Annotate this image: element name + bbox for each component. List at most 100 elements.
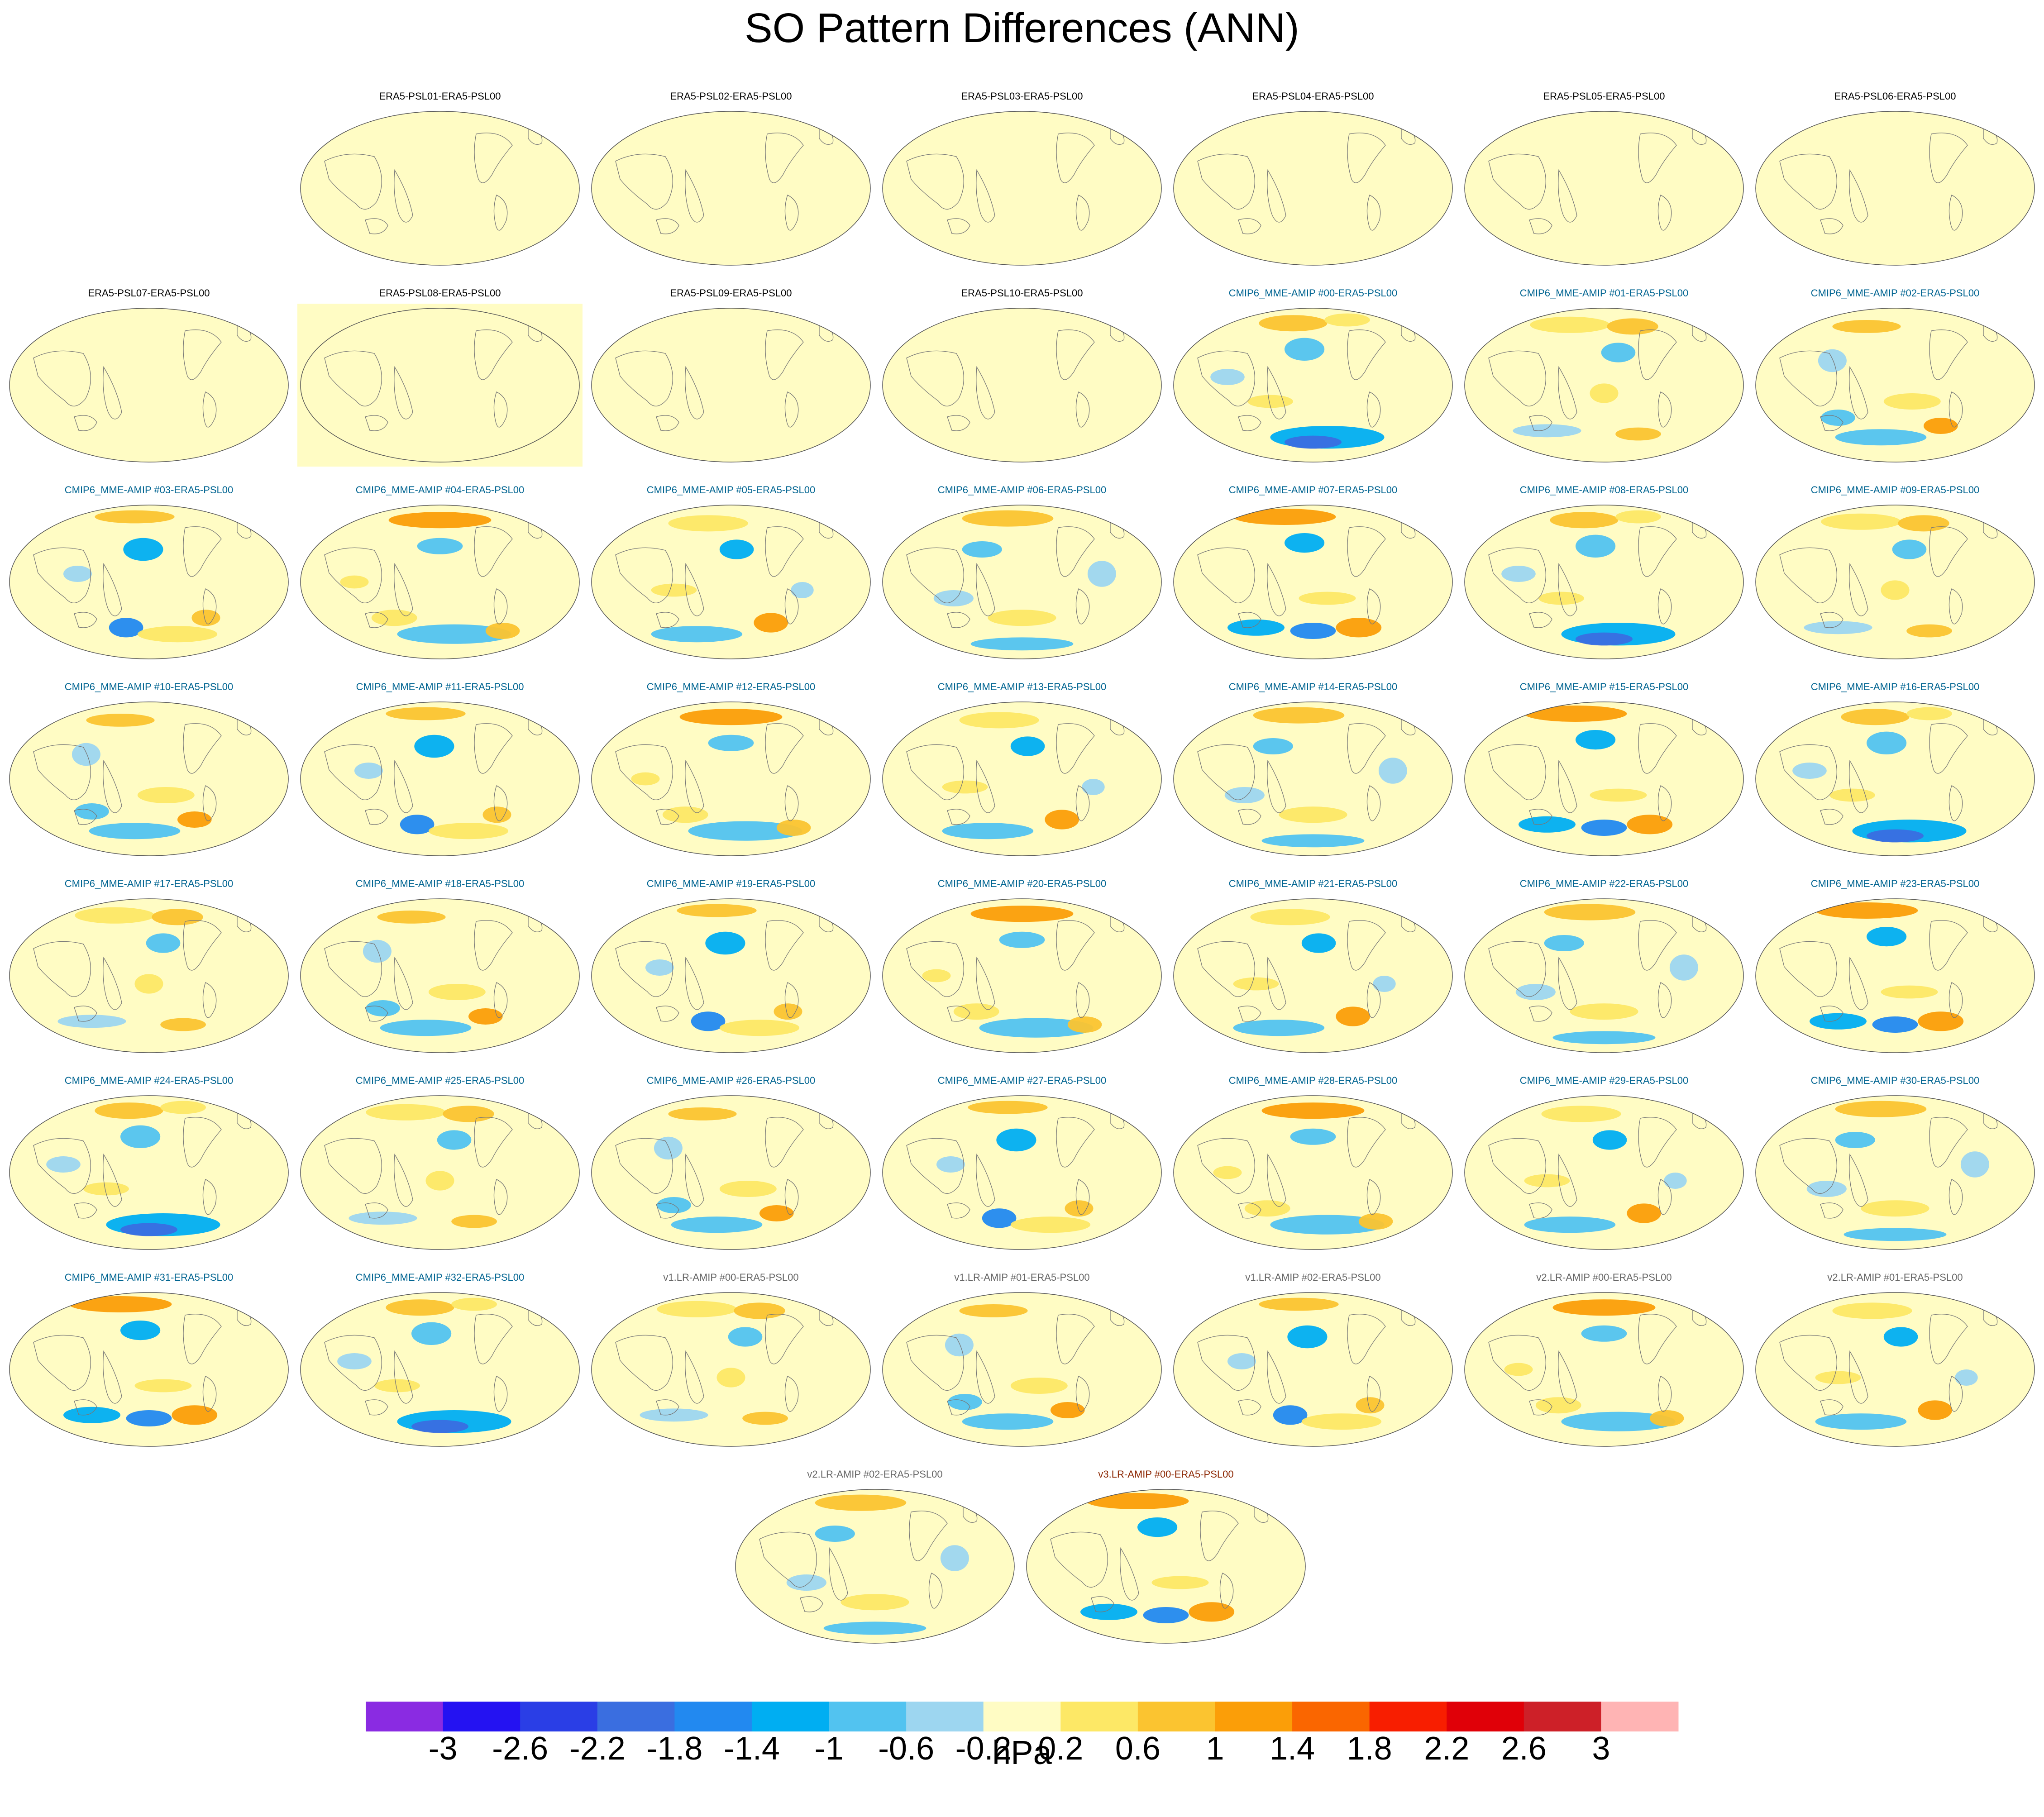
anomaly-contour (451, 1215, 497, 1228)
map-border (591, 1095, 871, 1250)
coastline (202, 982, 217, 1018)
panel-title: CMIP6_MME-AMIP #32-ERA5-PSL00 (355, 1272, 525, 1283)
map-plot (1173, 1095, 1453, 1250)
map-border (735, 1489, 1015, 1644)
coastline (1238, 415, 1261, 431)
colorbar-swatch (751, 1702, 830, 1731)
panel-title: CMIP6_MME-AMIP #03-ERA5-PSL00 (64, 484, 234, 496)
anomaly-contour (1867, 731, 1907, 754)
map-panel: ERA5-PSL04-ERA5-PSL00 (1170, 91, 1456, 272)
coastline (947, 1006, 970, 1022)
coastline (656, 1202, 679, 1219)
map-plot (882, 701, 1162, 856)
map-plot (591, 308, 871, 463)
anomaly-contour (1601, 343, 1636, 362)
map-background (1174, 1096, 1452, 1249)
anomaly-contour (1535, 1397, 1581, 1414)
map-plot (1464, 111, 1744, 266)
map-plot (9, 1095, 289, 1250)
map-background (301, 1292, 579, 1446)
map-background (735, 1489, 1014, 1643)
map-border (1173, 308, 1453, 463)
panel-title: CMIP6_MME-AMIP #18-ERA5-PSL00 (355, 878, 525, 889)
coastline (1929, 329, 1968, 380)
anomaly-contour (1247, 395, 1293, 408)
coastline (1488, 547, 1547, 603)
coastline (1779, 350, 1838, 406)
map-panel: ERA5-PSL07-ERA5-PSL00 (6, 287, 291, 468)
panel-title: CMIP6_MME-AMIP #08-ERA5-PSL00 (1519, 484, 1689, 496)
panel-title: CMIP6_MME-AMIP #21-ERA5-PSL00 (1228, 878, 1398, 889)
panel-title: CMIP6_MME-AMIP #17-ERA5-PSL00 (64, 878, 234, 889)
anomaly-contour (734, 1302, 785, 1319)
anomaly-contour (774, 1003, 802, 1020)
coastline (394, 1153, 413, 1207)
coastline (1779, 547, 1838, 603)
anomaly-contour (363, 939, 392, 963)
anomaly-contour (1210, 369, 1245, 385)
coastline (365, 1399, 388, 1416)
map-plot (1173, 898, 1453, 1053)
coastline (1366, 982, 1381, 1018)
map-panel: CMIP6_MME-AMIP #32-ERA5-PSL00 (297, 1272, 583, 1453)
anomaly-contour (970, 637, 1074, 651)
anomaly-contour (1881, 985, 1938, 999)
anomaly-contour (1501, 566, 1536, 582)
anomaly-contour (160, 1018, 206, 1031)
coastline (1075, 1179, 1090, 1215)
coastline (685, 1350, 704, 1404)
anomaly-contour (1010, 1378, 1068, 1394)
map-background (1465, 1096, 1743, 1249)
anomaly-contour (719, 539, 754, 559)
anomaly-contour (120, 1223, 177, 1236)
anomaly-contour (428, 984, 486, 1000)
anomaly-contour (953, 1003, 999, 1020)
coastline (765, 723, 804, 774)
map-plot (882, 1292, 1162, 1447)
coastline (765, 1314, 804, 1364)
map-border (882, 111, 1162, 266)
anomaly-contour (1358, 1213, 1393, 1230)
anomaly-contour (1821, 513, 1901, 530)
coastline (1120, 1547, 1139, 1601)
coastline (1347, 133, 1386, 183)
coastline (493, 391, 508, 428)
anomaly-contour (1378, 758, 1407, 784)
coastline (947, 809, 970, 825)
map-border (1464, 1292, 1744, 1447)
coastline (1948, 588, 1963, 625)
coastline (365, 612, 388, 628)
anomaly-contour (388, 512, 492, 529)
map-border (1755, 1095, 2035, 1250)
anomaly-contour (1253, 707, 1345, 724)
map-panel: ERA5-PSL02-ERA5-PSL00 (588, 91, 874, 272)
anomaly-contour (677, 904, 757, 917)
anomaly-contour (123, 538, 163, 561)
map-background (1756, 1096, 2034, 1249)
coastline (1056, 723, 1095, 774)
anomaly-contour (414, 734, 454, 758)
anomaly-contour (340, 575, 369, 589)
anomaly-contour (1151, 1576, 1209, 1589)
coastline (1488, 1138, 1547, 1194)
coastline (1849, 1350, 1868, 1404)
coastline (615, 744, 673, 800)
map-plot (9, 701, 289, 856)
colorbar-swatch (1369, 1702, 1447, 1731)
map-border (1464, 898, 1744, 1053)
coastline (324, 1138, 382, 1194)
map-panel: CMIP6_MME-AMIP #21-ERA5-PSL00 (1170, 878, 1456, 1059)
map-panel: v3.LR-AMIP #00-ERA5-PSL00 (1023, 1469, 1309, 1650)
anomaly-contour (1664, 1173, 1687, 1189)
map-panel: CMIP6_MME-AMIP #24-ERA5-PSL00 (6, 1075, 291, 1256)
coastline (906, 350, 965, 406)
coastline (1056, 1314, 1095, 1364)
coastline (947, 612, 970, 628)
map-border (591, 111, 871, 266)
coastline (33, 1335, 91, 1391)
anomaly-contour (1273, 1405, 1308, 1425)
anomaly-contour (759, 1205, 794, 1221)
anomaly-contour (728, 1327, 763, 1347)
coastline (976, 169, 995, 223)
anomaly-contour (1906, 707, 1952, 720)
